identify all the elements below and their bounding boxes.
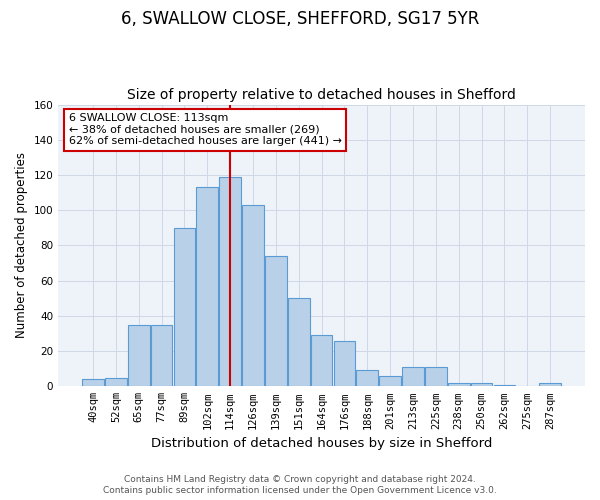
Bar: [311, 335, 332, 386]
Text: 6, SWALLOW CLOSE, SHEFFORD, SG17 5YR: 6, SWALLOW CLOSE, SHEFFORD, SG17 5YR: [121, 10, 479, 28]
Bar: [82, 380, 104, 386]
Bar: [173, 228, 195, 386]
Bar: [265, 256, 287, 386]
Bar: [379, 376, 401, 386]
Bar: [356, 370, 378, 386]
Title: Size of property relative to detached houses in Shefford: Size of property relative to detached ho…: [127, 88, 516, 102]
Bar: [425, 367, 447, 386]
Bar: [105, 378, 127, 386]
Text: Contains HM Land Registry data © Crown copyright and database right 2024.: Contains HM Land Registry data © Crown c…: [124, 475, 476, 484]
Bar: [219, 177, 241, 386]
Bar: [471, 383, 493, 386]
Bar: [288, 298, 310, 386]
Text: Contains public sector information licensed under the Open Government Licence v3: Contains public sector information licen…: [103, 486, 497, 495]
Text: 6 SWALLOW CLOSE: 113sqm
← 38% of detached houses are smaller (269)
62% of semi-d: 6 SWALLOW CLOSE: 113sqm ← 38% of detache…: [69, 113, 342, 146]
Bar: [128, 324, 149, 386]
Bar: [196, 188, 218, 386]
X-axis label: Distribution of detached houses by size in Shefford: Distribution of detached houses by size …: [151, 437, 492, 450]
Bar: [242, 205, 264, 386]
Bar: [448, 383, 470, 386]
Bar: [402, 367, 424, 386]
Bar: [334, 340, 355, 386]
Bar: [151, 324, 172, 386]
Bar: [494, 384, 515, 386]
Bar: [539, 383, 561, 386]
Y-axis label: Number of detached properties: Number of detached properties: [15, 152, 28, 338]
